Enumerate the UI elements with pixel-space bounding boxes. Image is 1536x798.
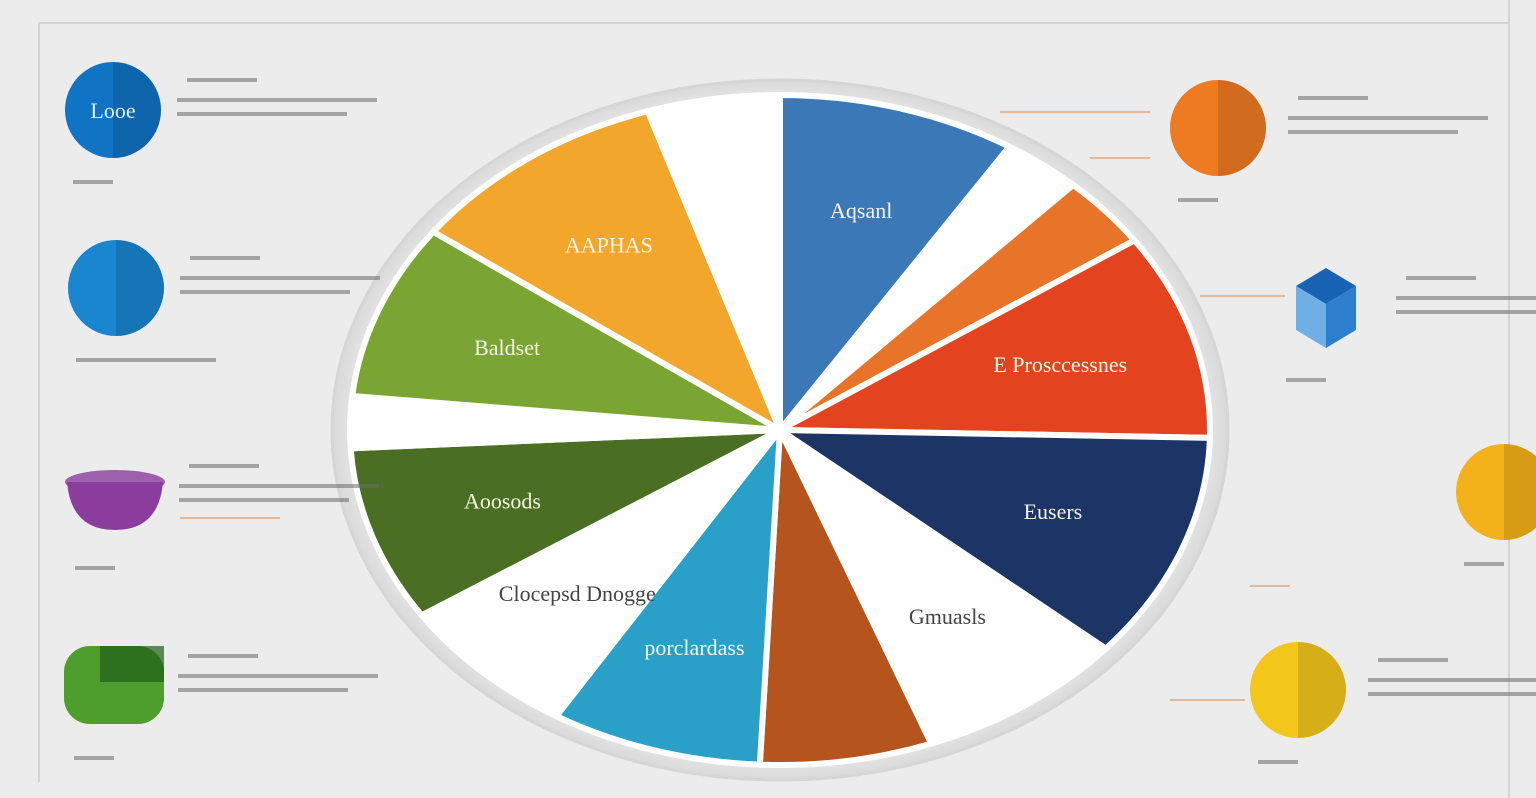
callout-badge-text: Looe xyxy=(90,98,135,123)
callout-badge-icon xyxy=(68,240,164,336)
left-callout-3 xyxy=(64,646,378,760)
callout-badge-icon xyxy=(1250,642,1346,738)
callout-text-line xyxy=(1396,296,1536,300)
callout-text-line xyxy=(1288,130,1458,134)
callout-text-line xyxy=(187,78,257,82)
pie-slice-8 xyxy=(417,427,783,720)
callout-caption-line xyxy=(1258,760,1298,764)
pie-slice-label-11: Baldset xyxy=(474,335,540,360)
pie-slice-7 xyxy=(551,420,784,768)
callout-text-line xyxy=(180,276,380,280)
callout-badge-shade xyxy=(1218,80,1266,176)
callout-text-line xyxy=(178,674,378,678)
pie-slice-11 xyxy=(348,228,782,433)
right-callout-3 xyxy=(1250,642,1536,764)
pie-slice-0 xyxy=(777,91,1015,439)
callout-text-line xyxy=(1368,692,1536,696)
pie-slice-label-12: AAPHAS xyxy=(565,232,653,257)
callout-text-line xyxy=(188,654,258,658)
pie-slice-label-0: Aqsanl xyxy=(830,198,892,223)
left-callout-0: Looe xyxy=(65,62,377,184)
pie-slice-13 xyxy=(643,91,783,432)
callout-badge-icon xyxy=(1456,444,1536,540)
callout-caption-line xyxy=(1178,198,1218,202)
callout-box-shade xyxy=(100,646,164,682)
pie-slice-label-3: E Prosccessnes xyxy=(993,352,1127,377)
callout-text-line xyxy=(177,112,347,116)
frame-top-line xyxy=(38,22,1508,24)
callout-caption-line xyxy=(73,180,113,184)
callout-text-line xyxy=(1396,310,1536,314)
callout-badge-icon xyxy=(65,62,161,158)
callout-cube-right xyxy=(1326,286,1356,348)
callout-badge-icon xyxy=(1170,80,1266,176)
pie-slice-label-4: Eusers xyxy=(1024,499,1083,524)
callout-badge-shade xyxy=(113,62,161,158)
callout-caption-line xyxy=(74,756,114,760)
callout-text-line xyxy=(177,98,377,102)
callout-text-line xyxy=(189,464,259,468)
pie-slice-labels: Aqsanl E Prosccessnes Eusers Gmuasls porclar… xyxy=(464,198,1127,660)
callout-text-line xyxy=(1298,96,1368,100)
pie-slice-9 xyxy=(347,427,782,620)
callout-caption-line xyxy=(1464,562,1504,566)
callout-bowl-icon xyxy=(67,482,163,530)
callout-badge-shade xyxy=(1504,444,1536,540)
callout-text-line xyxy=(1406,276,1476,280)
callout-group: Looe xyxy=(64,62,1536,764)
pie-slice-12 xyxy=(428,107,787,437)
pie-slice-3 xyxy=(768,236,1213,441)
frame-left-line xyxy=(38,22,40,782)
callout-text-line xyxy=(180,290,350,294)
pie-slices xyxy=(347,91,1213,768)
callout-text-line xyxy=(178,688,348,692)
callout-caption-line xyxy=(1286,378,1326,382)
left-callout-2 xyxy=(65,464,379,570)
callout-cube-left xyxy=(1296,286,1326,348)
right-callout-0 xyxy=(1170,80,1488,202)
pie-slice-5 xyxy=(772,421,1111,748)
pie-slice-label-5: Gmuasls xyxy=(909,604,986,629)
pie-slice-label-9: Aoosods xyxy=(464,489,541,514)
callout-text-line xyxy=(179,498,349,502)
callout-text-line xyxy=(1368,678,1536,682)
right-callout-2 xyxy=(1456,444,1536,566)
right-callout-1 xyxy=(1286,268,1536,382)
pie-slice-4 xyxy=(769,426,1213,653)
frame-right-line xyxy=(1508,0,1510,798)
callout-caption-line xyxy=(76,358,216,362)
callout-text-line xyxy=(179,484,379,488)
callout-badge-shade xyxy=(1298,642,1346,738)
pie-slice-label-7: porclardass xyxy=(644,635,744,660)
pie-slice-6 xyxy=(756,418,936,768)
callout-caption-line xyxy=(75,566,115,570)
callout-badge-shade xyxy=(116,240,164,336)
callout-text-line xyxy=(1288,116,1488,120)
callout-text-line xyxy=(190,256,260,260)
callout-text-line xyxy=(1378,658,1448,662)
left-callout-1 xyxy=(68,240,380,362)
pie-slice-label-8: Clocepsd Dnogge xyxy=(499,581,656,606)
